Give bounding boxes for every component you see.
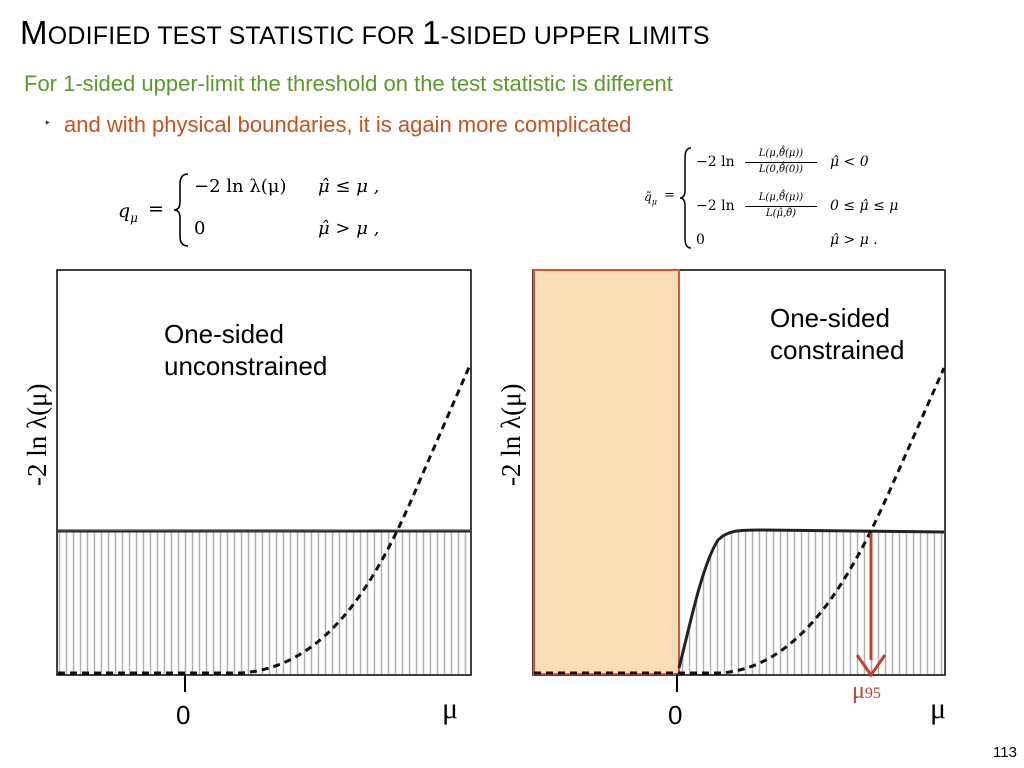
formula-right-case2-fraction-bar	[745, 206, 817, 207]
left-plot-xtick-zero: 0	[176, 700, 191, 730]
formula-right-case2-prefix: −2 ln	[696, 198, 735, 214]
slide-subtitle: For 1-sided upper-limit the threshold on…	[24, 71, 673, 96]
formula-right-lhs-sub: μ	[651, 197, 657, 207]
left-plot-flat-curve-shadow	[57, 529, 471, 532]
right-plot-label-line1: One-sided	[770, 303, 890, 333]
left-plot-label-line2: unconstrained	[164, 351, 328, 381]
right-plot-dashed-parabola	[534, 367, 946, 675]
formula-right-case1-num: L(μ,θ̂̂(μ))	[758, 148, 804, 159]
right-plot-xtick-zero: 0	[668, 700, 683, 730]
left-plot-label-line1: One-sided	[164, 319, 284, 349]
formula-left-lhs-sub: μ	[130, 210, 138, 225]
left-plot-dashed-parabola	[58, 364, 472, 675]
formula-left-case1-expr: −2 ln λ(μ)	[194, 176, 287, 197]
formula-right-case3-cond: μ̂ > μ .	[830, 232, 878, 248]
formula-left-case2-cond: μ̂ > μ ,	[318, 218, 380, 239]
mu95-label: μ95	[852, 678, 881, 705]
formula-left-case1-cond: μ̂ ≤ μ ,	[318, 176, 380, 197]
title-part-1: M	[20, 14, 48, 51]
formula-right-case2-den: L(μ̂,θ̂)	[765, 208, 797, 219]
formula-right-brace	[679, 147, 692, 249]
formula-right-equals: =	[664, 188, 675, 203]
right-plot	[532, 269, 946, 692]
left-plot-hatched-band	[58, 531, 470, 674]
formula-left-brace	[173, 173, 189, 247]
left-plot-xlabel: μ	[442, 692, 459, 725]
formula-right-case2-cond: 0 ≤ μ̂ ≤ μ	[830, 198, 899, 214]
bullet-marker: ‣	[44, 116, 52, 130]
bullet-text: and with physical boundaries, it is agai…	[64, 112, 632, 137]
formula-right-case1-prefix: −2 ln	[696, 154, 735, 170]
formula-left-equals: =	[148, 198, 164, 220]
left-plot-ylabel: -2 ln λ(μ)	[22, 383, 52, 486]
title-part-4: -SIDED UPPER LIMITS	[440, 22, 710, 50]
right-plot-label-line2: constrained	[770, 335, 905, 365]
formula-right-case3-expr: 0	[696, 232, 705, 248]
formula-left-case2-expr: 0	[194, 218, 206, 239]
title-part-2: ODIFIED TEST STATISTIC FOR	[47, 22, 423, 50]
page-number: 113	[993, 744, 1017, 761]
formula-right-case1-cond: μ̂ < 0	[830, 154, 869, 170]
formula-right-case2-num: L(μ,θ̂̂(μ))	[758, 192, 804, 203]
mu95-base: μ	[852, 678, 865, 704]
right-plot-shaded-region	[533, 269, 680, 675]
formula-q-tilde-mu: q̃μ = −2 ln L(μ,θ̂̂(μ)) L(0,θ̂̂(0)) μ̂ <…	[644, 146, 944, 256]
formula-right-case1-fraction-bar	[745, 162, 817, 163]
mu95-arrow-head	[855, 654, 887, 678]
right-plot-ylabel: -2 ln λ(μ)	[496, 383, 526, 486]
left-plot-label: One-sided unconstrained	[164, 318, 327, 382]
mu95-sub: 95	[864, 685, 881, 702]
slide-title: MODIFIED TEST STATISTIC FOR 1-SIDED UPPE…	[20, 14, 710, 52]
formula-right-case1-den: L(0,θ̂̂(0))	[758, 164, 804, 175]
right-plot-hatched-band	[679, 530, 944, 674]
right-plot-label: One-sided constrained	[770, 302, 904, 366]
formula-q-mu: qμ = −2 ln λ(μ) μ̂ ≤ μ , 0 μ̂ > μ ,	[118, 168, 408, 252]
formula-left-lhs: q	[118, 200, 131, 222]
right-plot-xlabel: μ	[930, 692, 947, 725]
title-part-3: 1	[422, 14, 441, 51]
formula-right-lhs: q̃	[644, 190, 652, 204]
right-plot-constrained-curve	[677, 528, 945, 669]
left-plot	[56, 269, 472, 692]
